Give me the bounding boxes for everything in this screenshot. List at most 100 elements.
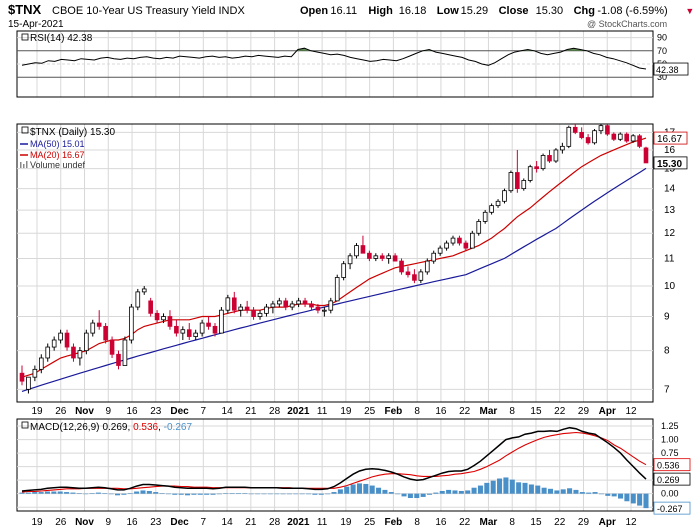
x-label-bottom-4: 16 <box>126 517 138 528</box>
x-label-8: 14 <box>222 406 234 417</box>
macd-hist-bar-67 <box>446 489 452 494</box>
candle-body-38 <box>264 306 269 314</box>
macd-hist-bar-15 <box>114 493 121 496</box>
volume-legend-bar-2 <box>23 164 25 168</box>
candle-body-12 <box>96 322 102 327</box>
candle-body-14 <box>109 339 115 355</box>
candle-body-24 <box>174 325 179 334</box>
candle-body-45 <box>309 303 314 308</box>
candle-body-57 <box>386 255 391 259</box>
macd-hist-bar-51 <box>344 486 350 494</box>
candle-body-44 <box>302 300 308 305</box>
candle-body-69 <box>463 242 469 249</box>
candle-body-47 <box>322 309 327 312</box>
macd-hist-bar-57 <box>382 489 388 494</box>
macd-tick-0: 1.25 <box>661 421 679 431</box>
ma20-legend: MA(20) 16.67 <box>30 150 85 160</box>
macd-hist-bar-77 <box>509 479 515 494</box>
macd-hist-bar-76 <box>503 477 509 494</box>
macd-legend-marker <box>21 421 29 429</box>
macd-hist-bar-43 <box>293 493 299 495</box>
macd-hist-bar-34 <box>235 493 242 494</box>
x-label-bottom-17: 16 <box>435 517 447 528</box>
candle-body-94 <box>624 133 630 142</box>
macd-hist-bar-69 <box>458 490 464 494</box>
macd-hist-bar-98 <box>643 493 649 509</box>
macd-hist-bar-52 <box>350 484 356 494</box>
x-label-15: Feb <box>385 406 403 417</box>
macd-hist-bar-22 <box>159 493 165 494</box>
candle-body-36 <box>251 309 256 317</box>
macd-hist-bar-41 <box>280 493 286 495</box>
ohlc-label-high: High <box>368 5 393 17</box>
candle-body-42 <box>289 303 295 308</box>
macd-hist-bar-9 <box>76 493 82 494</box>
macd-hist-bar-92 <box>605 493 611 496</box>
macd-hist-bar-74 <box>490 480 496 494</box>
ohlc-summary: Open 16.11 High 16.18 Low 15.29 Close 15.30 Chg -… <box>300 5 694 17</box>
macd-legend-macd-value: 0.269 <box>102 422 127 433</box>
candle-body-49 <box>334 277 340 302</box>
macd-hist-bar-11 <box>89 493 95 494</box>
candle-body-84 <box>560 145 565 151</box>
candle-body-71 <box>476 221 482 234</box>
macd-hist-bar-66 <box>439 490 445 494</box>
x-label-24: Apr <box>599 406 616 417</box>
x-label-12: 11 <box>317 406 328 417</box>
macd-hist-bar-89 <box>586 492 592 494</box>
x-label-bottom-12: 11 <box>317 517 328 528</box>
symbol-name: CBOE 10-Year US Treasury Yield INDX <box>52 5 245 17</box>
x-label-bottom-20: 8 <box>509 517 515 528</box>
candle-body-10 <box>84 332 89 352</box>
candle-body-95 <box>630 135 636 142</box>
macd-label-prefix: MACD(12,26,9) <box>30 422 99 433</box>
stockcharts-watermark: @ StockCharts.com <box>587 19 667 29</box>
candle-body-64 <box>431 252 437 262</box>
macd-hist-bar-72 <box>477 485 483 494</box>
price-tick-11: 11 <box>664 253 675 264</box>
macd-hist-bar-33 <box>229 493 235 494</box>
macd-hist-bar-24 <box>172 493 178 495</box>
macd-hist-bar-14 <box>108 493 114 495</box>
macd-hist-bar-10 <box>83 493 89 495</box>
macd-hist-bar-45 <box>306 493 312 495</box>
candle-body-40 <box>277 300 282 305</box>
macd-signal-line <box>21 431 647 493</box>
macd-hist-bar-28 <box>197 493 203 495</box>
price-panel-frame <box>16 123 654 403</box>
macd-hist-bar-35 <box>242 493 248 494</box>
candle-body-87 <box>579 131 584 138</box>
macd-hist-bar-84 <box>554 490 560 494</box>
macd-hist-bar-31 <box>216 493 222 495</box>
ohlc-label-open: Open <box>300 5 328 17</box>
macd-hist-bar-44 <box>299 493 305 495</box>
candle-body-79 <box>527 166 533 181</box>
x-label-bottom-7: 7 <box>201 517 207 528</box>
macd-hist-bar-42 <box>286 493 292 495</box>
candle-body-72 <box>482 211 488 222</box>
x-label-bottom-6: Dec <box>170 517 189 528</box>
macd-hist-bar-40 <box>274 493 280 495</box>
macd-hist-bar-79 <box>522 482 528 494</box>
ohlc-label-low: Low <box>437 5 459 17</box>
macd-panel-frame <box>16 418 654 512</box>
ma50-line <box>21 167 647 392</box>
macd-hist-bar-50 <box>337 489 343 494</box>
price-tick-12: 12 <box>664 228 676 239</box>
rsi-label: RSI(14) 42.38 <box>30 33 93 44</box>
ohlc-value-low: 15.29 <box>461 5 489 17</box>
macd-hist-bar-93 <box>611 493 617 497</box>
candle-body-0 <box>19 372 25 382</box>
macd-tick-1: 1.00 <box>661 435 679 445</box>
macd-hist-bar-86 <box>567 488 573 494</box>
x-label-bottom-18: 22 <box>459 517 471 528</box>
ma50-legend: MA(50) 15.01 <box>30 139 85 149</box>
x-label-22: 22 <box>554 406 566 417</box>
candle-body-7 <box>64 332 70 348</box>
x-label-0: 19 <box>31 406 43 417</box>
candle-body-1 <box>26 376 31 390</box>
x-label-bottom-21: 15 <box>530 517 542 528</box>
ohlc-label-close: Close <box>499 5 529 17</box>
macd-hist-bar-87 <box>573 489 579 494</box>
